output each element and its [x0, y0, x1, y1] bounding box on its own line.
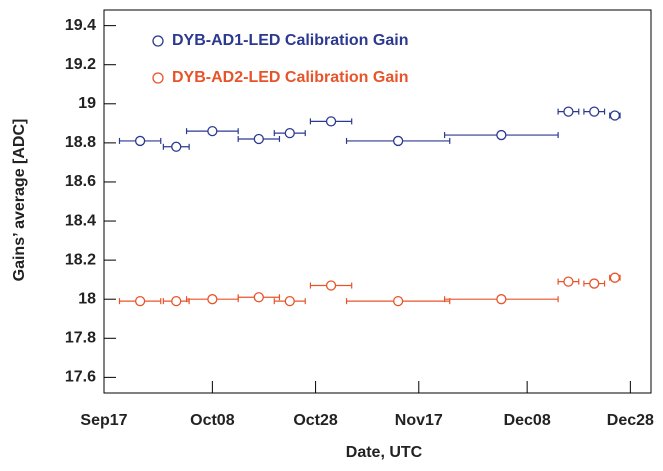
point	[325, 280, 337, 291]
x-tick-label: Dec28	[607, 412, 654, 429]
y-tick-label: 19.4	[65, 17, 96, 34]
point	[589, 106, 600, 117]
x-tick-label: Oct08	[190, 412, 235, 429]
point	[134, 296, 146, 307]
point	[171, 296, 182, 307]
y-tick-label: 18.2	[65, 251, 96, 268]
point	[253, 133, 264, 145]
point	[609, 272, 621, 283]
point	[134, 135, 146, 147]
y-tick-label: 18.8	[65, 134, 96, 151]
x-tick-label: Dec08	[504, 412, 551, 429]
x-tick-label: Oct28	[293, 412, 338, 429]
point	[171, 141, 182, 152]
x-axis-label: Date, UTC	[346, 444, 423, 461]
point	[609, 110, 621, 121]
y-tick-label: 18.4	[65, 212, 96, 229]
point	[589, 278, 600, 289]
point	[496, 129, 507, 141]
point	[207, 126, 218, 137]
point	[392, 135, 404, 147]
y-tick-label: 17.8	[65, 330, 96, 347]
y-tick-label: 17.6	[65, 369, 96, 386]
y-tick-label: 19	[78, 95, 96, 112]
point	[325, 116, 337, 127]
legend-marker	[152, 72, 164, 84]
y-tick-label: 19.2	[65, 56, 96, 73]
legend-label: DYB-AD2-LED Calibration Gain	[172, 69, 408, 86]
point	[563, 276, 574, 287]
y-tick-label: 18	[78, 290, 96, 307]
point	[207, 294, 218, 305]
point	[284, 127, 295, 139]
y-axis-label: Gains’ average [ADC]	[11, 119, 28, 282]
point	[253, 292, 264, 303]
y-tick-label: 18.6	[65, 173, 96, 190]
legend-marker	[152, 35, 164, 47]
point	[284, 296, 295, 307]
x-tick-label: Sep17	[80, 412, 127, 429]
point	[496, 294, 507, 305]
legend-label: DYB-AD1-LED Calibration Gain	[172, 32, 408, 49]
point	[563, 106, 574, 117]
point	[392, 296, 404, 307]
plot-frame	[103, 9, 652, 394]
x-tick-label: Nov17	[395, 412, 443, 429]
